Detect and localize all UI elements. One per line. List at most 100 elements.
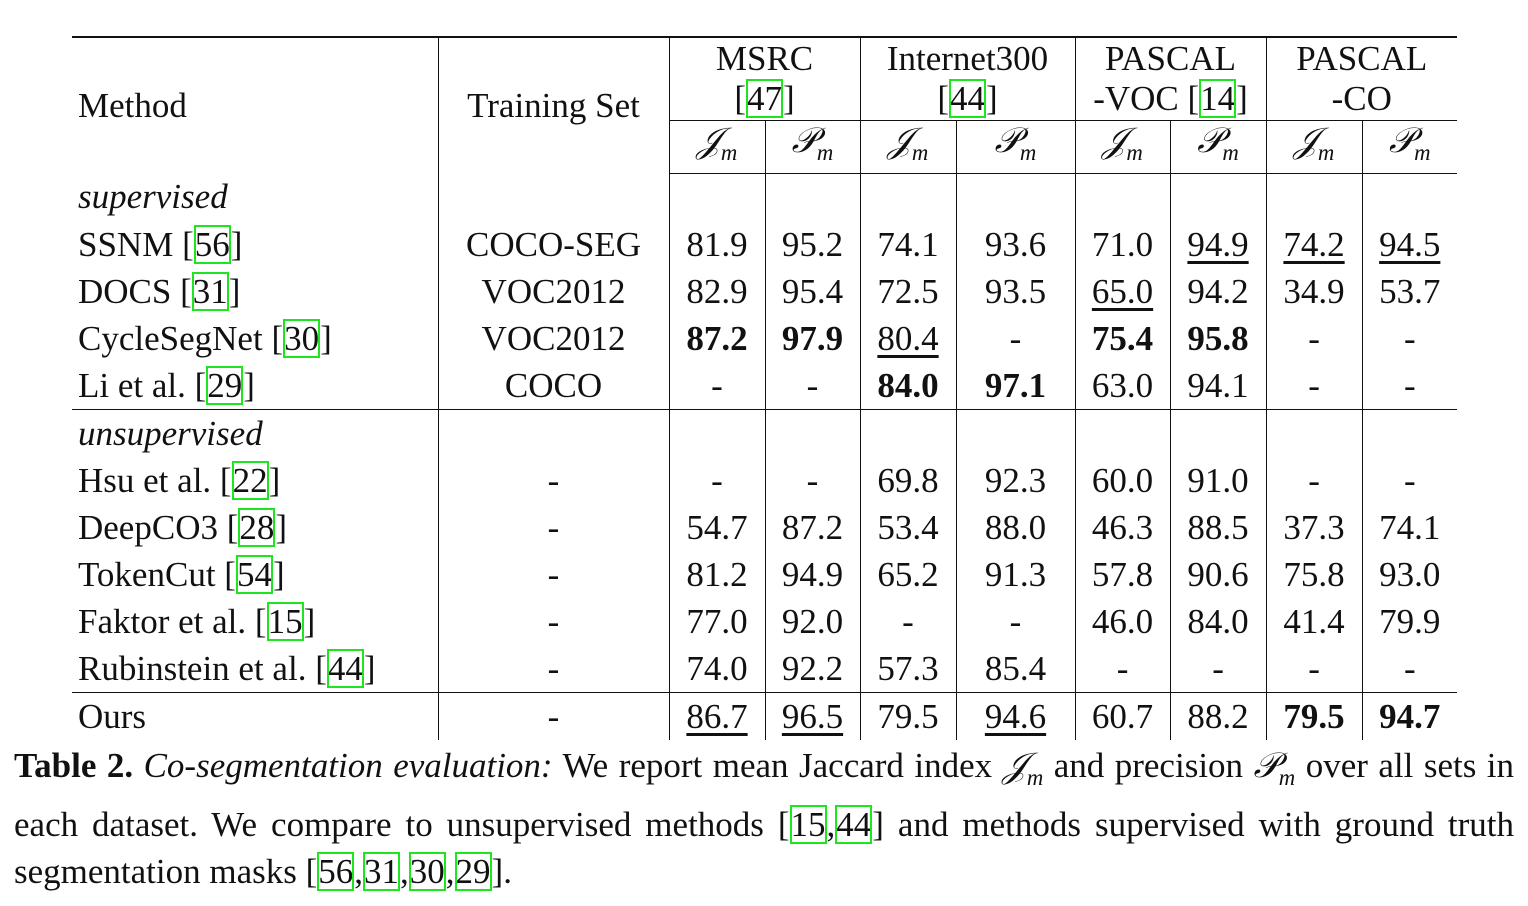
value: 41.4: [1283, 601, 1345, 641]
symbol: 𝒫: [994, 121, 1020, 160]
method-name: Rubinstein et al.: [78, 648, 307, 688]
cite-separator: ,: [354, 852, 364, 891]
method-name: Ours: [78, 696, 147, 736]
value: -: [1308, 460, 1320, 500]
value-cell: 96.5: [764, 692, 860, 740]
cite-bracket: ]: [268, 460, 281, 500]
value: 85.4: [984, 648, 1047, 688]
value-cell: 97.9: [764, 315, 860, 362]
value-cell: 79.9: [1361, 598, 1458, 645]
citation: 15: [789, 805, 827, 844]
value: -: [902, 601, 914, 641]
data-row: Li et al. [29] COCO - -84.0 97.1 63.0 94.1- -: [72, 362, 1458, 410]
citation: 31: [191, 271, 229, 311]
value: -: [1403, 648, 1416, 688]
training-set: VOC2012: [437, 268, 669, 315]
value: 87.2: [686, 318, 748, 358]
value: -: [1403, 365, 1416, 405]
value: -: [1009, 601, 1022, 641]
value: 87.2: [781, 507, 844, 547]
value: 95.2: [781, 224, 844, 264]
value: 93.6: [984, 224, 1047, 264]
method-header: Method: [78, 85, 187, 125]
training-set: -: [437, 598, 669, 645]
value: -: [806, 460, 819, 500]
cite-bracket: ]: [986, 79, 998, 118]
metric-header: 𝒫m: [955, 120, 1076, 174]
value-cell: 41.4: [1265, 598, 1363, 645]
value: 34.9: [1283, 271, 1345, 311]
cite-bracket: [: [226, 507, 239, 547]
value-cell: 92.2: [764, 645, 860, 693]
value: 53.7: [1379, 271, 1441, 311]
subscript: m: [1026, 765, 1044, 790]
value: 81.2: [686, 554, 748, 594]
value-cell: 74.1: [1361, 504, 1458, 551]
math-symbol: 𝒥m: [1102, 121, 1143, 165]
value: 97.9: [781, 318, 844, 358]
value-cell: -: [668, 362, 765, 410]
value: 81.9: [686, 224, 748, 264]
citation: 47: [746, 79, 783, 118]
data-row: DeepCO3 [28] -54.7 87.2 53.4 88.0 46.3 88.5 37.…: [72, 504, 1458, 551]
math-symbol: 𝒥m: [888, 121, 929, 165]
value: 75.8: [1283, 554, 1345, 594]
value: 57.8: [1091, 554, 1154, 594]
value: -: [1212, 648, 1224, 688]
cite-bracket: [: [937, 79, 949, 118]
value: 94.5: [1379, 224, 1441, 264]
empty-cell: [437, 173, 669, 221]
value: -: [1403, 318, 1416, 358]
dataset-header: MSRC [47]: [668, 37, 860, 121]
cite-bracket: ]: [783, 79, 795, 118]
results-table: Method Training Set MSRC [47] Internet300 [44…: [72, 36, 1458, 740]
value-cell: 81.9: [668, 221, 765, 268]
value-cell: 77.0: [668, 598, 765, 645]
caption: Table 2. Co-segmentation evaluation: We …: [14, 742, 1514, 895]
value: -: [1009, 318, 1022, 358]
caption-text: We report mean Jaccard index: [562, 746, 993, 785]
citation: 31: [363, 852, 401, 891]
value-cell: 65.2: [859, 551, 956, 598]
value: 46.0: [1091, 601, 1154, 641]
method-name: DeepCO3: [78, 507, 218, 547]
cite-bracket: ]: [228, 271, 241, 311]
metric-header: 𝒫m: [764, 120, 860, 174]
value: 94.9: [1187, 224, 1249, 264]
value-cell: 74.1: [859, 221, 956, 268]
empty-cell: [1169, 173, 1267, 221]
citation: 44: [326, 648, 364, 688]
value-cell: 79.5: [1265, 692, 1363, 740]
empty-cell: [764, 173, 860, 221]
cite-separator: ,: [826, 805, 836, 844]
value-cell: 91.3: [955, 551, 1076, 598]
value: -: [1116, 648, 1129, 688]
subscript: m: [1414, 140, 1431, 165]
value-cell: 80.4: [859, 315, 956, 362]
value: 65.0: [1091, 271, 1154, 311]
method-cell: Ours: [72, 692, 438, 740]
value-cell: 75.4: [1074, 315, 1171, 362]
value: 60.0: [1091, 460, 1154, 500]
cite-bracket: [: [271, 318, 284, 358]
metric-header: 𝒫m: [1169, 120, 1267, 174]
value: 74.1: [1379, 507, 1441, 547]
empty-cell: [1169, 409, 1267, 457]
value: 88.2: [1187, 696, 1249, 736]
citation: 30: [408, 852, 446, 891]
value: 79.5: [877, 696, 939, 736]
training-set: -: [437, 504, 669, 551]
value-cell: 84.0: [859, 362, 956, 410]
value: 74.1: [877, 224, 939, 264]
caption-text: and methods supervised with ground truth…: [14, 805, 1515, 891]
dataset-name: Internet300: [886, 39, 1049, 78]
cite-bracket: ]: [320, 318, 332, 358]
value: 57.3: [877, 648, 939, 688]
citation: 15: [266, 601, 304, 641]
value: 75.4: [1091, 318, 1154, 358]
empty-cell: [955, 173, 1076, 221]
symbol: 𝒫: [1197, 121, 1223, 160]
dataset-header: Internet300 [44]: [859, 37, 1076, 121]
method-name: SSNM: [78, 224, 174, 264]
value-cell: 95.2: [764, 221, 860, 268]
